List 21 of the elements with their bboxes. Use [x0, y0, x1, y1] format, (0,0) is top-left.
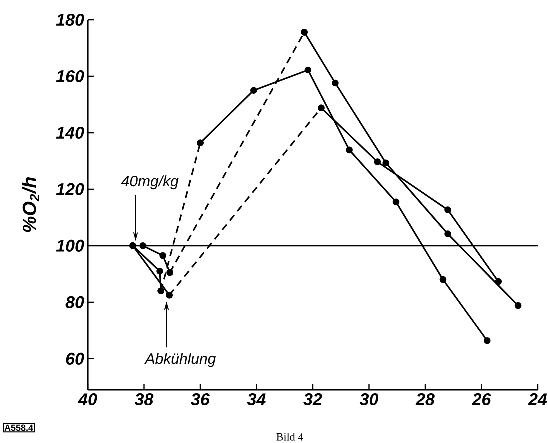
x-tick-label: 24 — [528, 394, 548, 406]
annotation: Abkühlung — [144, 353, 216, 368]
annotation: 40mg/kg — [121, 176, 179, 190]
y-tick-label: 160 — [56, 70, 84, 83]
text: A558.4 — [4, 424, 34, 432]
x-tick-label: 28 — [416, 394, 435, 406]
x-tick-label: 32 — [304, 394, 322, 406]
y-tick-label: 80 — [66, 296, 84, 308]
x-tick-label: 38 — [134, 394, 154, 406]
y-tick-label: 100 — [56, 240, 84, 252]
x-tick-label: 34 — [247, 394, 266, 406]
y-tick-label: 60 — [66, 352, 84, 365]
y-tick-label: 120 — [56, 183, 84, 196]
x-tick-label: 40 — [78, 394, 98, 406]
x-tick-label: 30 — [360, 394, 379, 406]
y-tick-label: 180 — [56, 14, 84, 26]
y-axis-title: %O$_{2}$/h — [22, 178, 40, 232]
x-tick-label: 26 — [472, 394, 492, 406]
y-tick-label: 140 — [56, 126, 84, 139]
x-tick-label: 36 — [191, 394, 210, 406]
text: Bild 4 — [276, 433, 304, 441]
